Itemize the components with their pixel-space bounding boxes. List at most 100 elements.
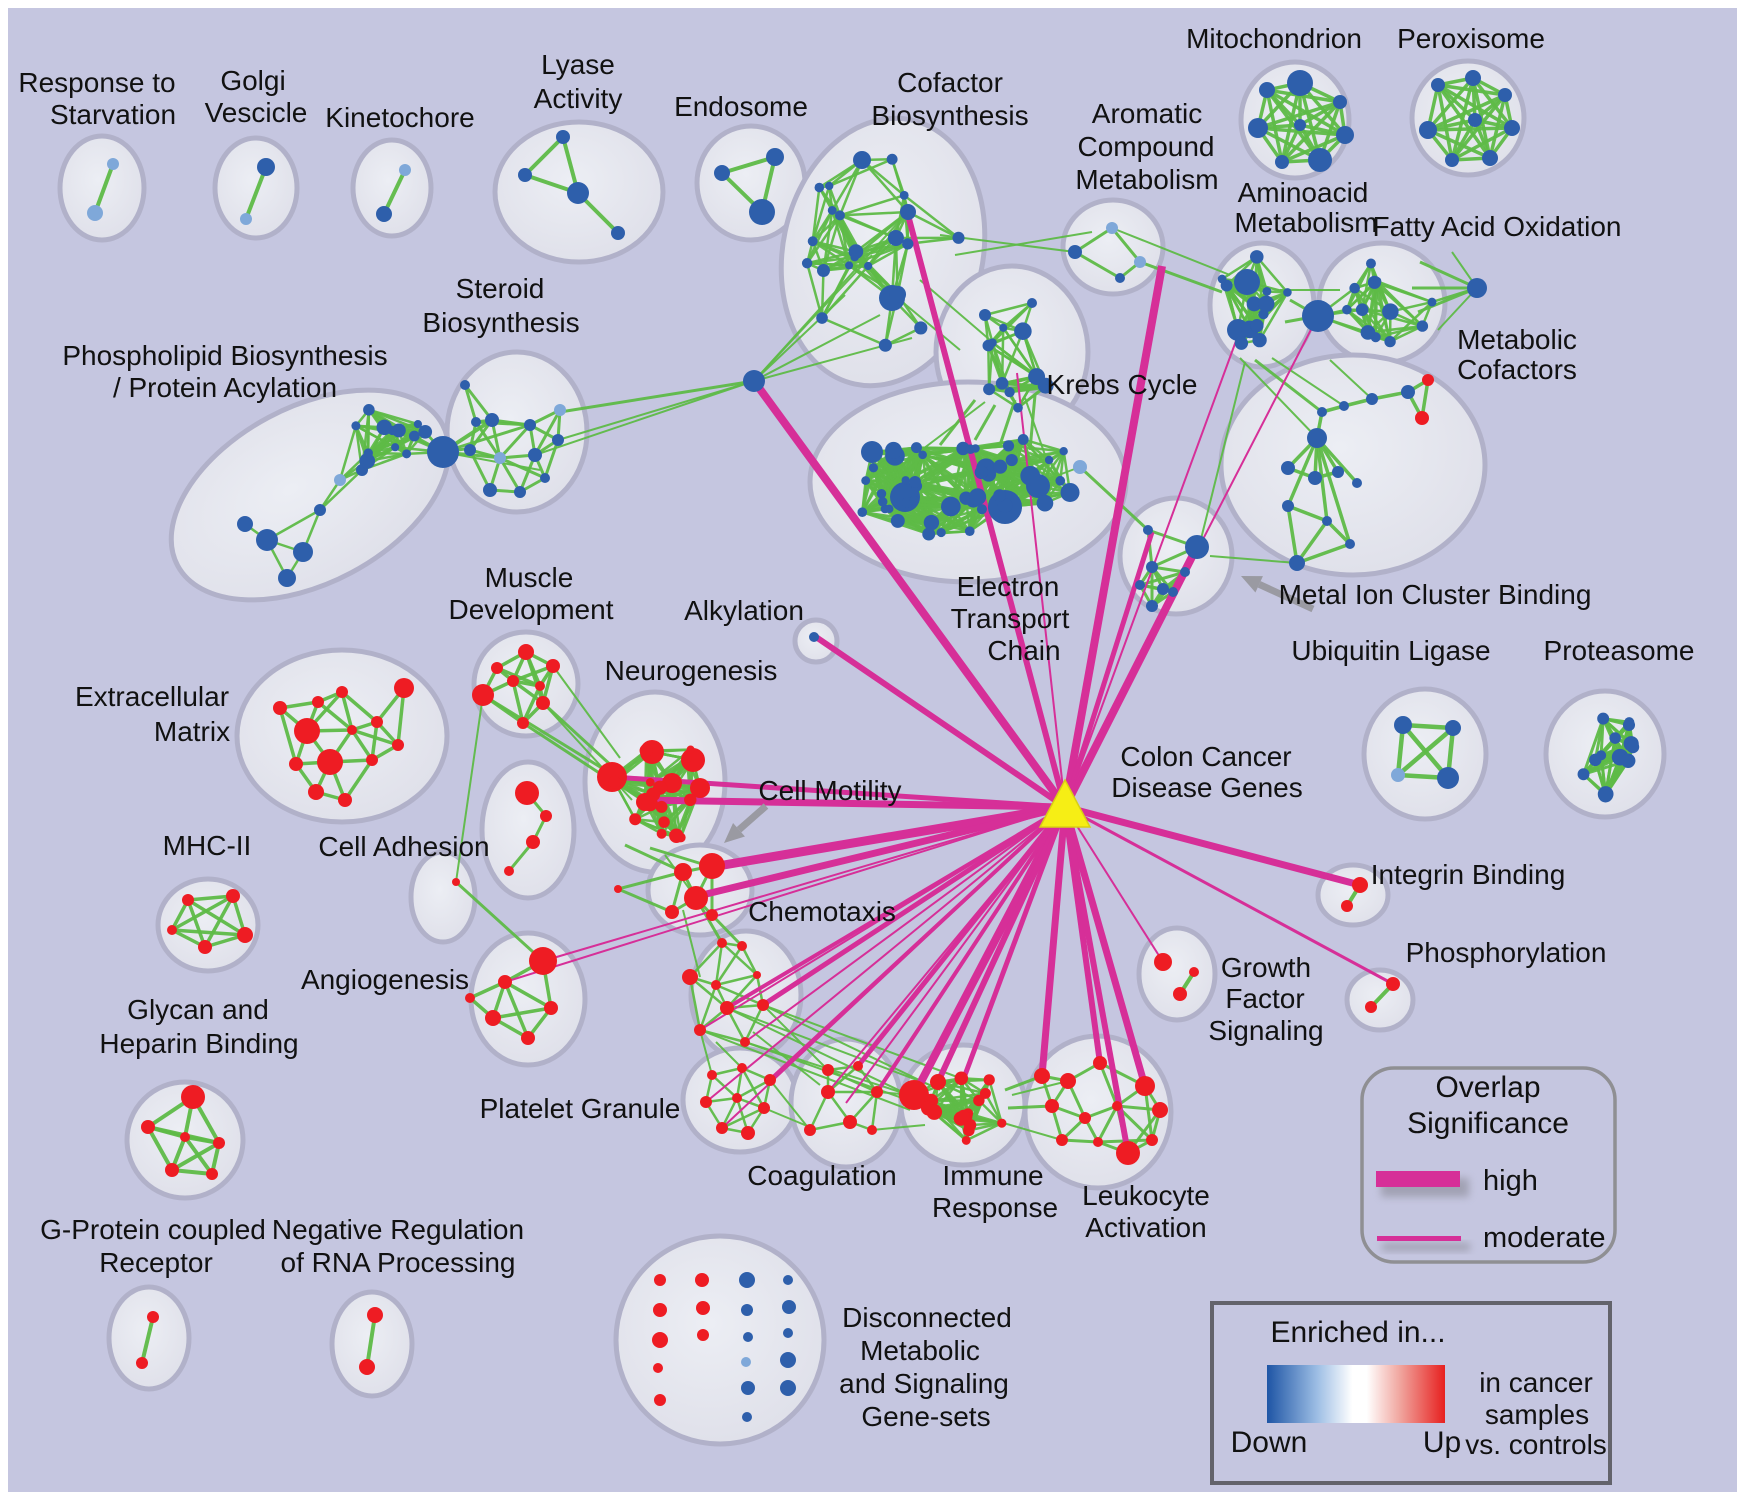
cluster-edge [715, 973, 758, 987]
gene-set-node [954, 1071, 969, 1086]
gene-set-node [868, 463, 879, 473]
gene-set-node [1609, 732, 1621, 744]
cluster-edge [870, 1091, 879, 1131]
gene-set-node [517, 717, 529, 729]
gene-set-node [1093, 1056, 1107, 1070]
gene-set-node [347, 725, 357, 735]
cluster-edge [1255, 256, 1289, 294]
gene-overlap-edge [715, 1041, 743, 1069]
gene-set-node [899, 190, 909, 200]
gene-set-node [494, 452, 506, 464]
gene-set-node [807, 236, 818, 247]
gene-set-node [909, 475, 922, 488]
overlap-edge-high [1061, 265, 1166, 808]
cluster-edge [492, 1006, 552, 1020]
gene-set-node [853, 1061, 863, 1071]
gene-set-node [427, 436, 459, 468]
gene-set-node [614, 885, 622, 893]
cluster-ellipse-kinetochore [350, 137, 434, 239]
cluster-edge [999, 458, 1050, 468]
gene-overlap-edge [762, 1004, 829, 1071]
gene-set-node [408, 430, 420, 442]
gene-set-node [999, 323, 1008, 332]
gene-set-node [706, 909, 718, 921]
gene-set-node [1468, 113, 1482, 127]
gene-set-node [827, 205, 837, 215]
gene-set-node [87, 205, 103, 221]
label-ubiquitin-ligase: Ubiquitin Ligase [1291, 635, 1490, 666]
gene-set-node [1234, 336, 1249, 350]
gene-set-node [918, 450, 927, 460]
gene-set-node [956, 441, 970, 456]
gene-overlap-edge [1111, 227, 1231, 276]
gene-set-node [524, 419, 536, 431]
gene-set-node [853, 151, 871, 169]
gene-set-node [359, 1359, 375, 1375]
gene-set-node [923, 514, 940, 531]
gene-set-node [294, 718, 320, 744]
label-g-protein-coupled-receptor: G-Protein coupled [40, 1214, 266, 1245]
gene-set-node [1352, 478, 1362, 488]
gene-set-node [711, 980, 721, 990]
cluster-edge [831, 159, 864, 212]
label-fatty-acid-oxidation: Fatty Acid Oxidation [1372, 211, 1621, 242]
gene-overlap-edge [954, 231, 1093, 256]
label-chemotaxis: Chemotaxis [748, 896, 896, 927]
label-muscle-development: Development [449, 594, 614, 625]
overlap-edge-high [750, 378, 1069, 810]
gene-set-node [914, 321, 928, 335]
cluster-edge [1427, 93, 1506, 132]
cluster-edge [1287, 504, 1328, 523]
label-electron-transport-chain: Electron [957, 571, 1060, 602]
cluster-edge [820, 270, 825, 319]
cluster-edge [499, 456, 546, 480]
cluster-edge [1389, 324, 1423, 343]
gene-set-node [864, 261, 873, 271]
gene-set-node [861, 441, 883, 463]
cluster-edge [1280, 82, 1302, 163]
cluster-edge [743, 1004, 765, 1043]
gene-overlap-edge [919, 279, 991, 341]
gene-set-node [741, 1304, 753, 1316]
cluster-edge [1471, 76, 1514, 130]
gene-set-node [974, 465, 989, 480]
overlap-edge-high [639, 796, 1066, 811]
gene-set-node [1020, 465, 1041, 486]
gene-set-node [554, 404, 566, 416]
gene-set-node [737, 941, 747, 951]
overlap-edge-high [856, 805, 1067, 1068]
gene-set-node [993, 489, 1006, 502]
gene-set-node [334, 474, 346, 486]
gene-set-node [240, 213, 252, 225]
gene-set-node [936, 527, 946, 538]
label-glycan-heparin-binding: Heparin Binding [99, 1028, 298, 1059]
cluster-edge [861, 159, 905, 197]
cluster-edge [1360, 263, 1373, 310]
gene-set-node [526, 835, 540, 849]
cluster-edge [1022, 438, 1065, 453]
label-neurogenesis: Neurogenesis [605, 655, 778, 686]
gene-set-node [136, 1357, 148, 1369]
gene-set-node [312, 696, 324, 708]
cluster-edge [171, 1141, 220, 1172]
gene-set-node [314, 504, 326, 516]
gene-set-node [1504, 120, 1520, 136]
label-aromatic-compound-metabolism: Metabolism [1075, 164, 1218, 195]
gene-set-node [973, 1094, 985, 1107]
gene-set-node [804, 1124, 816, 1136]
gene-set-node [965, 444, 976, 454]
overlap-edge-moderate [744, 806, 1066, 1043]
cluster-edge [1000, 330, 1025, 384]
gene-set-node [1154, 953, 1172, 971]
gene-set-node [552, 434, 564, 446]
gene-overlap-edge [871, 1124, 926, 1131]
gene-set-node [529, 947, 557, 975]
cluster-edge [474, 421, 502, 459]
cluster-edge [318, 479, 342, 511]
colon-cancer-hub-triangle [1038, 778, 1092, 828]
gene-overlap-edge [763, 1107, 813, 1129]
gene-set-node [257, 158, 275, 176]
gene-set-node [843, 1115, 857, 1129]
overlap-legend-box [1360, 1066, 1617, 1264]
